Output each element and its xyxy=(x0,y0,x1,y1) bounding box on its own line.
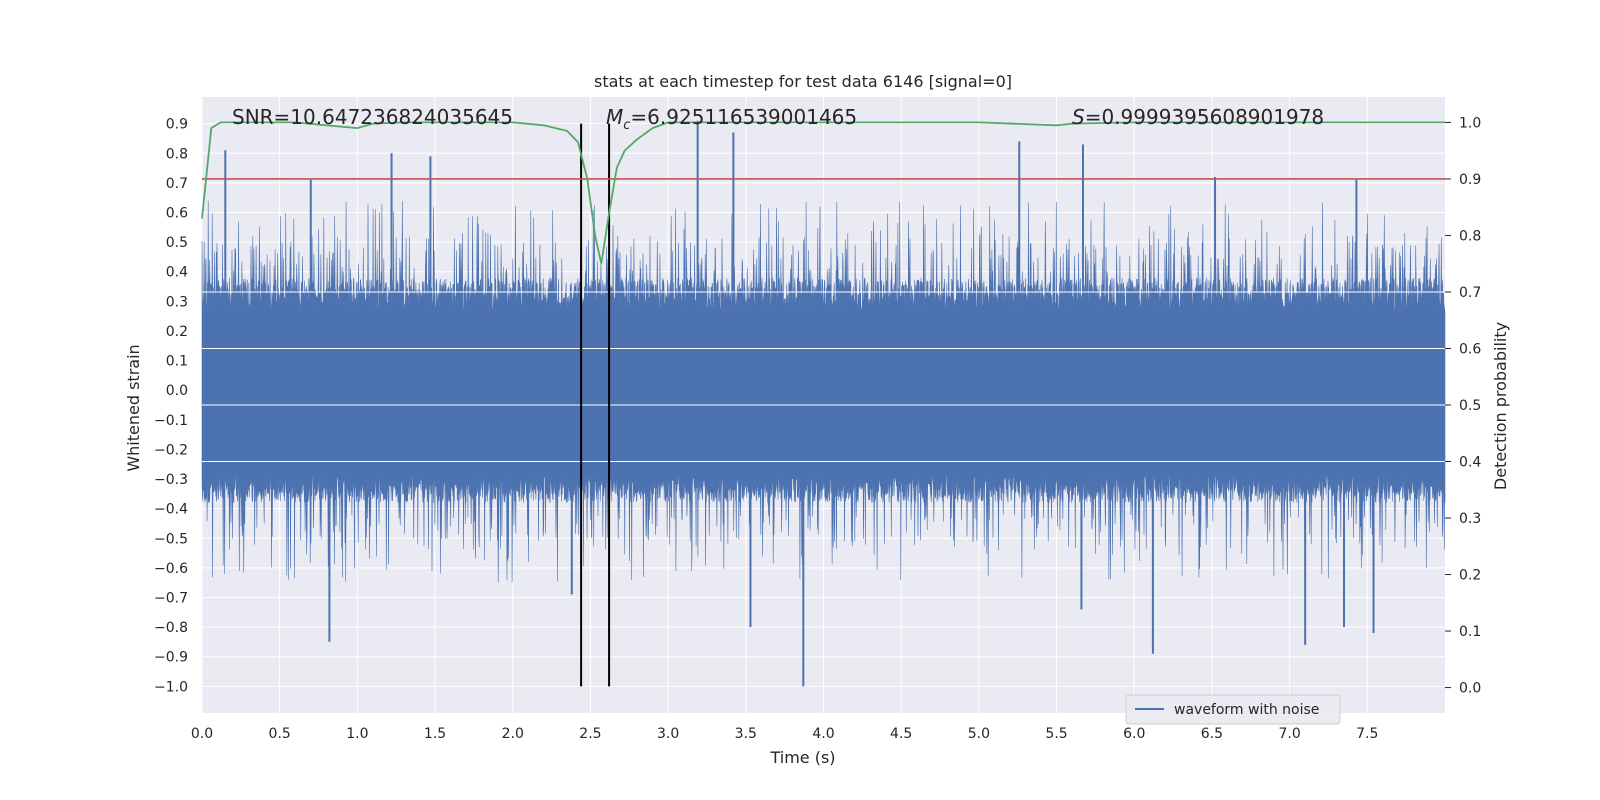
waveform-with-noise-series xyxy=(201,120,1446,687)
left-y-tick-label: 0.3 xyxy=(166,294,188,310)
x-tick-label: 2.5 xyxy=(579,726,601,742)
left-y-tick-label: −0.3 xyxy=(154,472,188,488)
detection-probability-line xyxy=(201,121,1445,264)
left-y-tick-label: 0.6 xyxy=(166,206,188,222)
chirp-mass-symbol: M xyxy=(606,105,623,129)
left-y-tick-label: −0.4 xyxy=(154,502,188,518)
x-axis-label: Time (s) xyxy=(769,748,835,767)
left-y-tick-label: −0.9 xyxy=(154,650,188,666)
left-y-tick-label: 0.0 xyxy=(166,383,188,399)
left-y-tick-label: −0.2 xyxy=(154,442,188,458)
right-y-tick-label: 0.3 xyxy=(1459,511,1481,527)
chirp-mass-value: =6.925116539001465 xyxy=(630,105,857,129)
x-tick-label: 7.0 xyxy=(1278,726,1300,742)
left-y-tick-label: −0.7 xyxy=(154,591,188,607)
legend: waveform with noise xyxy=(1125,694,1341,725)
left-y-tick-label: −0.5 xyxy=(154,531,188,547)
right-y-tick-label: 0.7 xyxy=(1459,285,1481,301)
chart-title: stats at each timestep for test data 614… xyxy=(594,72,1012,91)
x-tick-label: 3.0 xyxy=(657,726,679,742)
x-tick-label: 7.5 xyxy=(1356,726,1378,742)
s-statistic-annotation: S=0.9999395608901978 xyxy=(1072,105,1324,129)
right-y-tick-label: 0.1 xyxy=(1459,624,1481,640)
left-y-tick-label: −0.6 xyxy=(154,561,188,577)
chirp-mass-annotation: Mc=6.925116539001465 xyxy=(606,105,857,133)
legend-label-waveform: waveform with noise xyxy=(1174,702,1319,718)
right-y-tick-label: 0.5 xyxy=(1459,398,1481,414)
s-statistic-symbol: S xyxy=(1072,105,1085,129)
x-tick-label: 2.0 xyxy=(502,726,524,742)
left-y-axis-ticks: 0.9 0.8 0.7 0.6 0.5 0.4 0.3 0.2 0.1 0.0 −0.1 −0.2 −0… xyxy=(154,117,188,696)
right-y-axis-ticks: 1.0 0.9 0.8 0.7 0.6 0.5 0.4 0.3 0.2 0.1 0.0 xyxy=(1445,115,1481,697)
left-y-tick-label: −1.0 xyxy=(154,679,188,695)
legend-box xyxy=(1125,694,1341,725)
left-y-tick-label: 0.2 xyxy=(166,324,188,340)
right-y-axis-label: Detection probability xyxy=(1491,322,1510,490)
x-tick-label: 3.5 xyxy=(735,726,757,742)
left-y-tick-label: 0.5 xyxy=(166,235,188,251)
s-statistic-value: =0.9999395608901978 xyxy=(1085,105,1324,129)
snr-annotation: SNR=10.647236824035645 xyxy=(232,105,513,129)
left-y-tick-label: 0.4 xyxy=(166,265,188,281)
x-tick-label: 5.0 xyxy=(968,726,990,742)
right-y-tick-label: 0.2 xyxy=(1459,568,1481,584)
x-tick-label: 6.5 xyxy=(1201,726,1223,742)
right-y-tick-label: 0.0 xyxy=(1459,681,1481,697)
x-tick-label: 1.0 xyxy=(346,726,368,742)
left-y-tick-label: −0.1 xyxy=(154,413,188,429)
left-y-tick-label: 0.8 xyxy=(166,146,188,162)
right-y-tick-label: 0.4 xyxy=(1459,455,1481,471)
left-y-tick-label: −0.8 xyxy=(154,620,188,636)
chirp-mass-subscript: c xyxy=(623,118,630,133)
left-y-tick-label: 0.1 xyxy=(166,354,188,370)
left-y-tick-label: 0.9 xyxy=(166,117,188,133)
x-tick-label: 0.0 xyxy=(191,726,213,742)
x-tick-label: 4.0 xyxy=(812,726,834,742)
x-axis-ticks: 0.0 0.5 1.0 1.5 2.0 2.5 3.0 3.5 4.0 4.5 5.0 5.5 6.0 6… xyxy=(191,726,1379,742)
right-y-tick-label: 0.9 xyxy=(1459,172,1481,188)
x-tick-label: 4.5 xyxy=(890,726,912,742)
left-y-axis-label: Whitened strain xyxy=(124,344,143,471)
right-y-tick-label: 1.0 xyxy=(1459,115,1481,131)
overlay-lines xyxy=(201,121,1445,687)
x-tick-label: 6.0 xyxy=(1123,726,1145,742)
left-y-tick-label: 0.7 xyxy=(166,176,188,192)
x-tick-label: 5.5 xyxy=(1045,726,1067,742)
right-y-tick-label: 0.8 xyxy=(1459,228,1481,244)
x-tick-label: 0.5 xyxy=(269,726,291,742)
x-tick-label: 1.5 xyxy=(424,726,446,742)
waveform-noise-body xyxy=(201,200,1446,583)
right-y-tick-label: 0.6 xyxy=(1459,341,1481,357)
